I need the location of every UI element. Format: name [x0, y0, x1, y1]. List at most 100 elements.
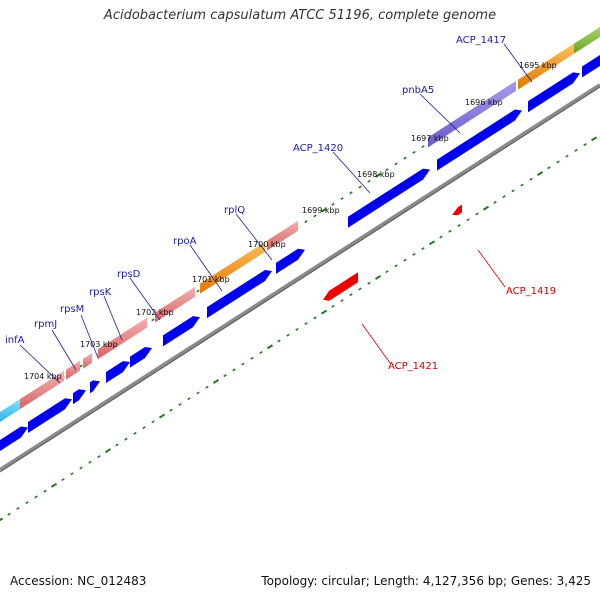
- scale-tick: [266, 344, 274, 350]
- scale-tick: [151, 420, 155, 424]
- scale-tick: [574, 148, 578, 152]
- scale-tick: [34, 495, 38, 499]
- scale-tick: [304, 322, 308, 326]
- forward-gene-arrow: [207, 269, 272, 319]
- scale-tick: [367, 281, 371, 285]
- scale-tick: [205, 385, 209, 389]
- forward-gene-arrow: [582, 55, 600, 78]
- kbp-label: 1699 kbp: [302, 206, 340, 215]
- gene-label-acp-1417[interactable]: ACP_1417: [456, 35, 506, 46]
- scale-tick: [475, 212, 479, 216]
- functional-bands: [0, 27, 600, 422]
- scale-tick: [511, 189, 515, 193]
- gene-label-rpsd[interactable]: rpsD: [117, 269, 141, 280]
- scale-tick: [331, 304, 335, 308]
- scale-tick: [70, 472, 74, 476]
- gene-label-rpoa[interactable]: rpoA: [173, 236, 197, 247]
- scale-tick: [187, 397, 191, 401]
- scale-tick: [115, 443, 119, 447]
- scale-tick: [439, 235, 443, 239]
- gene-label-rpmj[interactable]: rpmJ: [34, 319, 57, 330]
- functional-band: [518, 43, 574, 90]
- genome-summary-text: Topology: circular; Length: 4,127,356 bp…: [261, 574, 591, 588]
- gene-label-acp-1419[interactable]: ACP_1419: [506, 286, 556, 297]
- forward-gene-arrow: [348, 168, 430, 228]
- scale-tick: [313, 214, 317, 218]
- accession-text: Accession: NC_012483: [10, 574, 147, 588]
- scale-tick: [133, 431, 137, 435]
- functional-band: [200, 241, 265, 294]
- gene-label-rpsk[interactable]: rpsK: [89, 287, 112, 298]
- forward-gene-arrow: [0, 426, 28, 451]
- functional-band: [20, 370, 64, 410]
- forward-gene-arrow: [90, 380, 100, 394]
- scale-tick: [349, 191, 353, 195]
- scale-tick: [250, 356, 254, 360]
- scale-tick: [286, 333, 290, 337]
- scale-tick: [466, 218, 470, 222]
- scale-tick: [320, 207, 328, 213]
- gene-label-pnba5[interactable]: pnbA5: [402, 85, 434, 96]
- scale-tick: [349, 293, 353, 297]
- scale-tick: [7, 512, 11, 516]
- scale-tick: [428, 240, 436, 246]
- scale-tick: [0, 517, 4, 522]
- scale-tick: [88, 460, 92, 464]
- forward-gene-arrow: [528, 72, 580, 113]
- gene-label-rplq[interactable]: rplQ: [224, 205, 245, 216]
- forward-gene-arrow: [28, 398, 72, 434]
- kbp-label: 1696 kbp: [465, 98, 503, 107]
- scale-tick: [196, 391, 200, 395]
- scale-tick: [565, 154, 569, 158]
- scale-tick: [79, 466, 83, 470]
- scale-tick: [340, 299, 344, 303]
- scale-tick: [313, 316, 317, 320]
- scale-tick: [367, 179, 371, 183]
- scale-tick: [412, 252, 416, 256]
- scale-tick: [374, 275, 382, 280]
- reverse-gene-acp-1421: [323, 272, 358, 301]
- scale-tick: [358, 185, 362, 189]
- scale-tick: [178, 403, 182, 406]
- scale-tick: [158, 413, 166, 419]
- kbp-label: 1700 kbp: [248, 240, 286, 249]
- scale-tick: [320, 309, 328, 315]
- scale-tick: [331, 202, 335, 206]
- gene-label-rpsm[interactable]: rpsM: [60, 304, 84, 315]
- scale-tick: [50, 482, 58, 488]
- scale-tick: [448, 229, 452, 233]
- scale-tick: [529, 177, 533, 181]
- scale-tick: [277, 339, 281, 343]
- scale-tick: [295, 327, 299, 331]
- scale-tick: [169, 408, 173, 412]
- functional-band: [98, 317, 147, 360]
- gene-label-acp-1420[interactable]: ACP_1420: [293, 143, 343, 154]
- scale-tick: [547, 166, 551, 170]
- scale-tick: [412, 150, 416, 154]
- kbp-label: 1697 kbp: [411, 134, 449, 143]
- scale-tick: [97, 454, 101, 458]
- gene-label-infa[interactable]: infA: [5, 335, 25, 346]
- kbp-label: 1698 kbp: [357, 170, 395, 179]
- scale-tick: [25, 501, 29, 505]
- scale-tick: [16, 506, 20, 510]
- scale-tick: [556, 160, 560, 164]
- scale-tick: [142, 426, 146, 430]
- gene-label-acp-1421[interactable]: ACP_1421: [388, 361, 438, 372]
- reverse-gene-acp-1419: [452, 204, 462, 216]
- scale-tick: [421, 247, 425, 251]
- scale-tick: [583, 143, 587, 147]
- forward-gene-arrow: [106, 361, 130, 383]
- scale-tick: [232, 368, 236, 372]
- kbp-label: 1695 kbp: [519, 61, 557, 70]
- forward-gene-arrow: [276, 248, 305, 274]
- functional-band: [574, 27, 600, 54]
- scale-tick: [590, 136, 598, 142]
- scale-tick: [457, 223, 461, 227]
- functional-band: [0, 399, 20, 422]
- scale-tick: [403, 156, 407, 160]
- gene-track: [0, 55, 600, 451]
- forward-gene-arrow: [437, 109, 522, 171]
- backbone-shadow: [0, 86, 600, 473]
